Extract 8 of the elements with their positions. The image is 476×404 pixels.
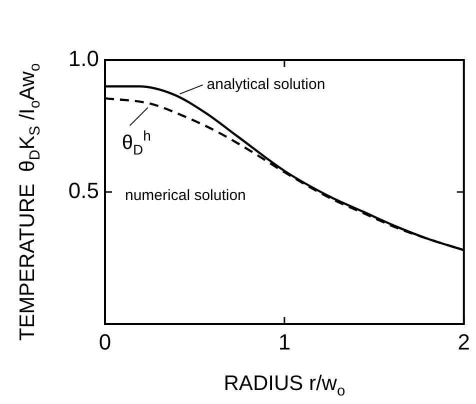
x-tick-label: 0 [98, 329, 112, 354]
y-tick-label: 0.5 [68, 178, 99, 204]
annotation: numerical solution [125, 187, 246, 204]
y-axis-title: TEMPERATURE θDKS /IoAwo [16, 63, 44, 341]
x-tick-label: 2 [458, 329, 470, 354]
annotation: analytical solution [206, 76, 326, 94]
x-tick-label: 1 [278, 329, 291, 354]
y-tick-label: 1.0 [68, 46, 99, 72]
